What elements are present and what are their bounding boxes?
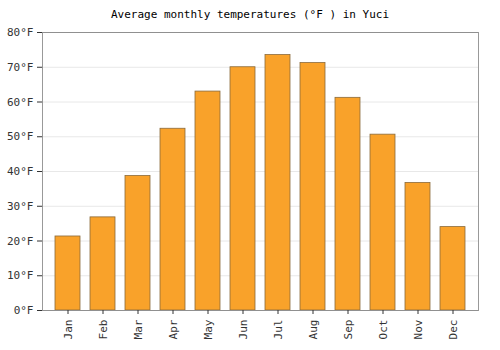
svg-text:Mar: Mar bbox=[132, 319, 145, 339]
svg-text:80°F: 80°F bbox=[7, 26, 34, 39]
svg-text:Jan: Jan bbox=[62, 320, 75, 340]
svg-text:60°F: 60°F bbox=[7, 96, 34, 109]
svg-text:20°F: 20°F bbox=[7, 235, 34, 248]
svg-text:40°F: 40°F bbox=[7, 165, 34, 178]
svg-text:Apr: Apr bbox=[167, 319, 180, 339]
svg-text:50°F: 50°F bbox=[7, 130, 34, 143]
svg-text:Jun: Jun bbox=[237, 320, 250, 340]
svg-text:10°F: 10°F bbox=[7, 269, 34, 282]
svg-text:May: May bbox=[202, 319, 215, 339]
svg-text:Sep: Sep bbox=[342, 320, 355, 340]
svg-text:Jul: Jul bbox=[272, 320, 285, 340]
svg-text:Dec: Dec bbox=[447, 320, 460, 340]
svg-text:30°F: 30°F bbox=[7, 200, 34, 213]
html-text:Average monthly temperatures (: Average monthly temperatures (°F ) in Yu… bbox=[110, 8, 390, 21]
svg-text:Aug: Aug bbox=[307, 320, 320, 340]
svg-text:Nov: Nov bbox=[412, 319, 425, 339]
svg-text:Feb: Feb bbox=[97, 320, 110, 340]
svg-text:0°F: 0°F bbox=[14, 304, 34, 317]
svg-text:70°F: 70°F bbox=[7, 61, 34, 74]
svg-text:Oct: Oct bbox=[377, 320, 390, 340]
